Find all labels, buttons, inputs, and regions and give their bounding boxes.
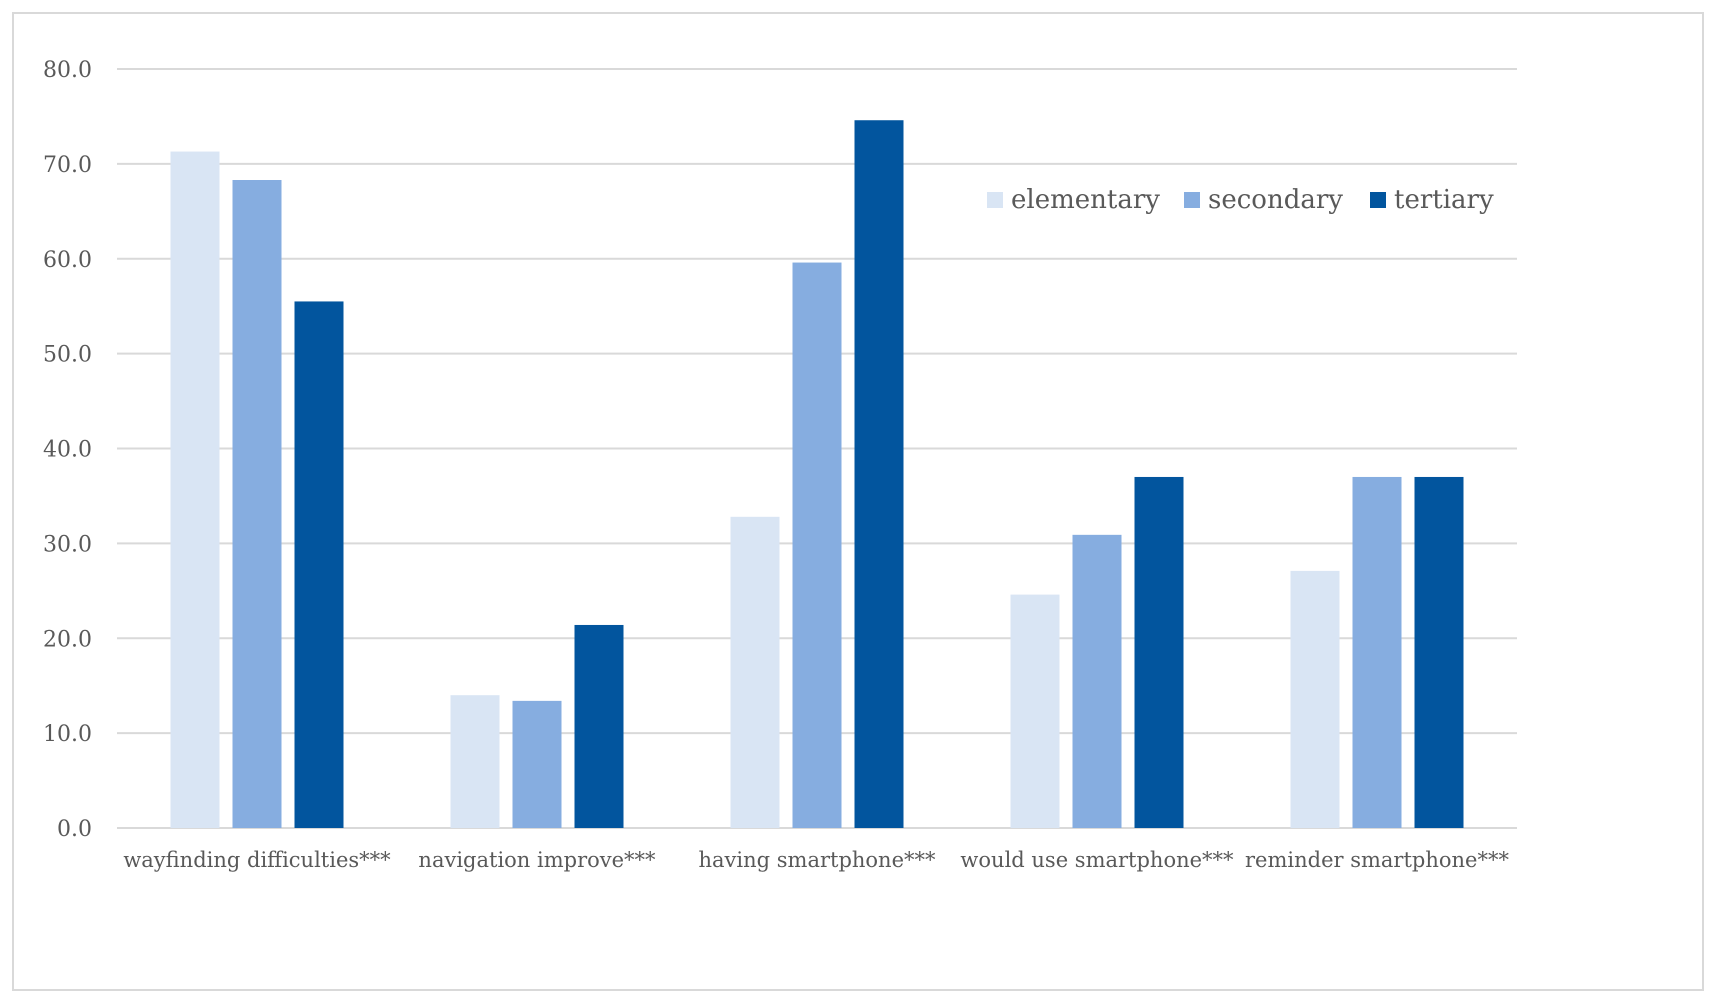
bar-elementary [1290,570,1340,828]
x-axis-category-labels: wayfinding difficulties*** navigation imp… [123,848,1509,872]
y-tick-label: 60.0 [43,248,92,273]
y-tick-label: 10.0 [43,722,92,747]
bar-secondary [1072,534,1122,828]
y-tick-label: 30.0 [43,532,92,557]
bars [170,120,1464,829]
y-tick-label: 20.0 [43,627,92,652]
y-tick-label: 40.0 [43,438,92,463]
legend-label: elementary [1011,185,1160,215]
x-category-label: reminder smartphone*** [1245,848,1509,872]
bar-tertiary [1134,476,1184,828]
y-tick-label: 70.0 [43,153,92,178]
y-axis-tick-labels: 0.0 10.0 20.0 30.0 40.0 50.0 60.0 70.0 80.0 [43,58,92,842]
legend-item-tertiary: tertiary [1370,185,1494,215]
bar-elementary [730,516,780,828]
bar-tertiary [854,120,904,829]
legend-swatch [1370,192,1386,208]
legend-label: secondary [1208,185,1343,215]
bar-elementary [1010,594,1060,828]
bar-secondary [792,262,842,828]
x-category-label: wayfinding difficulties*** [123,848,391,872]
legend-swatch [1184,192,1200,208]
x-category-label: having smartphone*** [698,848,936,872]
legend-swatch [987,192,1003,208]
y-tick-label: 0.0 [57,817,92,842]
legend: elementary secondary tertiary [987,185,1494,215]
legend-label: tertiary [1394,185,1494,215]
bar-tertiary [574,624,624,828]
y-tick-label: 50.0 [43,343,92,368]
chart-frame: 0.0 10.0 20.0 30.0 40.0 50.0 60.0 70.0 80.0 wayf… [12,12,1704,991]
legend-item-secondary: secondary [1184,185,1343,215]
y-tick-label: 80.0 [43,58,92,83]
bar-secondary [512,700,562,828]
bar-chart: 0.0 10.0 20.0 30.0 40.0 50.0 60.0 70.0 80.0 wayf… [43,58,1517,872]
bar-tertiary [294,301,344,829]
x-category-label: would use smartphone*** [960,848,1234,872]
legend-item-elementary: elementary [987,185,1160,215]
bar-elementary [170,151,220,828]
x-category-label: navigation improve*** [418,848,656,872]
bar-elementary [450,695,500,828]
bar-tertiary [1414,476,1464,828]
bar-secondary [1352,476,1402,828]
bar-secondary [232,180,282,828]
